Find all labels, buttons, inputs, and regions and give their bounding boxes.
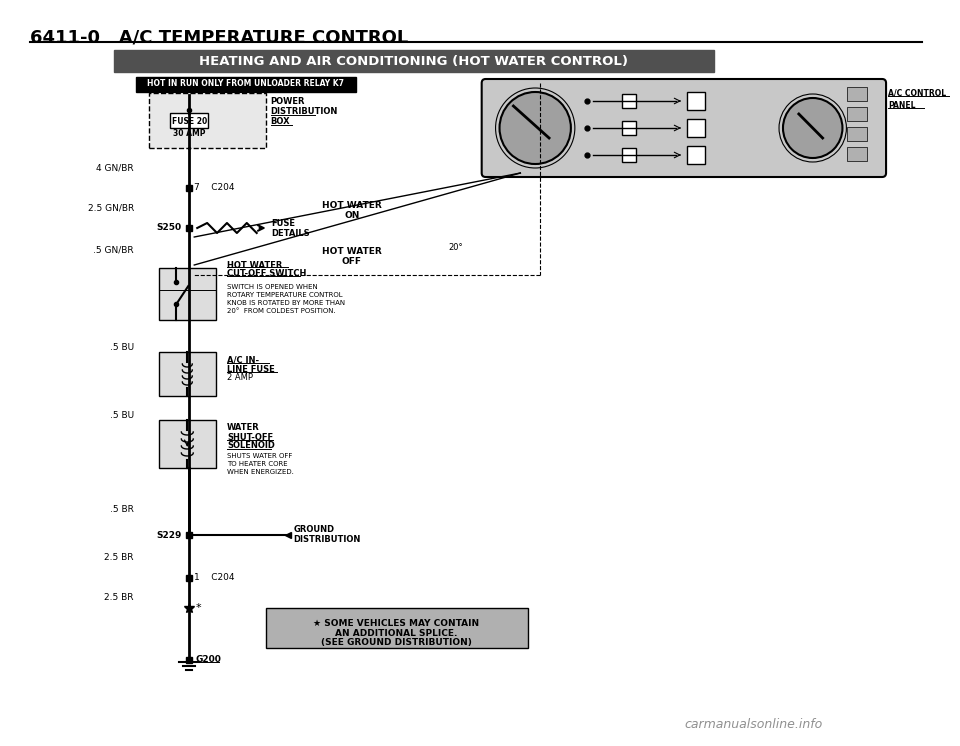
Bar — [114, 50, 713, 72]
Text: HOT IN RUN ONLY FROM UNLOADER RELAY K7: HOT IN RUN ONLY FROM UNLOADER RELAY K7 — [147, 80, 345, 89]
FancyBboxPatch shape — [482, 79, 886, 177]
Bar — [158, 420, 216, 468]
Text: HEATING AND AIR CONDITIONING (HOT WATER CONTROL): HEATING AND AIR CONDITIONING (HOT WATER … — [199, 54, 628, 67]
Text: A/C IN-: A/C IN- — [227, 356, 259, 365]
Text: 4 GN/BR: 4 GN/BR — [96, 163, 133, 172]
Bar — [686, 119, 705, 137]
Text: 6411-0   A/C TEMPERATURE CONTROL: 6411-0 A/C TEMPERATURE CONTROL — [30, 28, 408, 46]
Text: GROUND: GROUND — [294, 525, 334, 534]
Text: DISTRIBUTION: DISTRIBUTION — [294, 534, 361, 544]
Text: 2 AMP: 2 AMP — [227, 374, 253, 383]
Text: AN ADDITIONAL SPLICE.: AN ADDITIONAL SPLICE. — [335, 628, 458, 638]
Text: .5 BU: .5 BU — [109, 410, 133, 419]
Bar — [686, 92, 705, 110]
Text: G200: G200 — [195, 656, 221, 665]
Text: SHUTS WATER OFF: SHUTS WATER OFF — [227, 453, 293, 459]
Text: HOT WATER: HOT WATER — [322, 248, 382, 257]
Text: S229: S229 — [156, 530, 181, 539]
Text: carmanualsonline.info: carmanualsonline.info — [684, 718, 823, 732]
Text: SOLENOID: SOLENOID — [227, 442, 275, 451]
Bar — [622, 94, 636, 108]
Circle shape — [783, 98, 843, 158]
Text: TO HEATER CORE: TO HEATER CORE — [227, 461, 288, 467]
Bar — [158, 352, 216, 396]
Text: 20°: 20° — [448, 243, 464, 252]
Bar — [158, 268, 216, 320]
Text: 2.5 BR: 2.5 BR — [105, 594, 133, 603]
Bar — [135, 77, 356, 92]
Text: A/C CONTROL: A/C CONTROL — [888, 89, 947, 98]
Circle shape — [499, 92, 571, 164]
Text: *: * — [195, 603, 201, 613]
Text: 2.5 BR: 2.5 BR — [105, 554, 133, 562]
Bar — [848, 107, 867, 121]
Bar — [622, 121, 636, 135]
Text: DETAILS: DETAILS — [272, 228, 310, 237]
Bar — [686, 146, 705, 164]
Text: PANEL: PANEL — [888, 101, 916, 110]
Text: ★ SOME VEHICLES MAY CONTAIN: ★ SOME VEHICLES MAY CONTAIN — [313, 618, 479, 627]
Text: (SEE GROUND DISTRIBUTION): (SEE GROUND DISTRIBUTION) — [321, 639, 472, 648]
Text: 20°  FROM COLDEST POSITION.: 20° FROM COLDEST POSITION. — [227, 308, 336, 314]
Text: 7    C204: 7 C204 — [194, 184, 235, 192]
Text: FUSE: FUSE — [272, 219, 296, 228]
Bar — [266, 608, 528, 648]
Text: 30 AMP: 30 AMP — [173, 128, 205, 137]
Text: S250: S250 — [156, 224, 181, 233]
Bar — [848, 127, 867, 141]
Text: SWITCH IS OPENED WHEN: SWITCH IS OPENED WHEN — [227, 284, 318, 290]
Text: FUSE 20: FUSE 20 — [172, 116, 207, 125]
Text: BOX: BOX — [271, 118, 290, 127]
Text: .5 BR: .5 BR — [110, 506, 133, 515]
Text: .5 BU: .5 BU — [109, 343, 133, 353]
Text: KNOB IS ROTATED BY MORE THAN: KNOB IS ROTATED BY MORE THAN — [227, 300, 345, 306]
Text: OFF: OFF — [342, 257, 362, 266]
Text: 1    C204: 1 C204 — [194, 574, 235, 583]
Text: CUT-OFF SWITCH: CUT-OFF SWITCH — [227, 269, 306, 278]
Bar — [848, 87, 867, 101]
Text: ROTARY TEMPERATURE CONTROL: ROTARY TEMPERATURE CONTROL — [227, 292, 343, 298]
Text: WHEN ENERGIZED.: WHEN ENERGIZED. — [227, 469, 294, 475]
Text: DISTRIBUTION: DISTRIBUTION — [271, 107, 338, 116]
Text: HOT WATER: HOT WATER — [322, 201, 382, 210]
Bar — [848, 147, 867, 161]
Text: ON: ON — [345, 210, 360, 219]
Text: 2.5 GN/BR: 2.5 GN/BR — [87, 204, 133, 213]
Text: POWER: POWER — [271, 98, 305, 107]
Text: SHUT-OFF: SHUT-OFF — [227, 433, 273, 442]
Text: LINE FUSE: LINE FUSE — [227, 365, 275, 374]
Text: .5 GN/BR: .5 GN/BR — [93, 245, 133, 254]
Text: WATER: WATER — [227, 424, 260, 433]
Bar — [622, 148, 636, 162]
Bar — [149, 93, 266, 148]
Bar — [171, 113, 208, 128]
Text: HOT WATER: HOT WATER — [227, 260, 282, 269]
